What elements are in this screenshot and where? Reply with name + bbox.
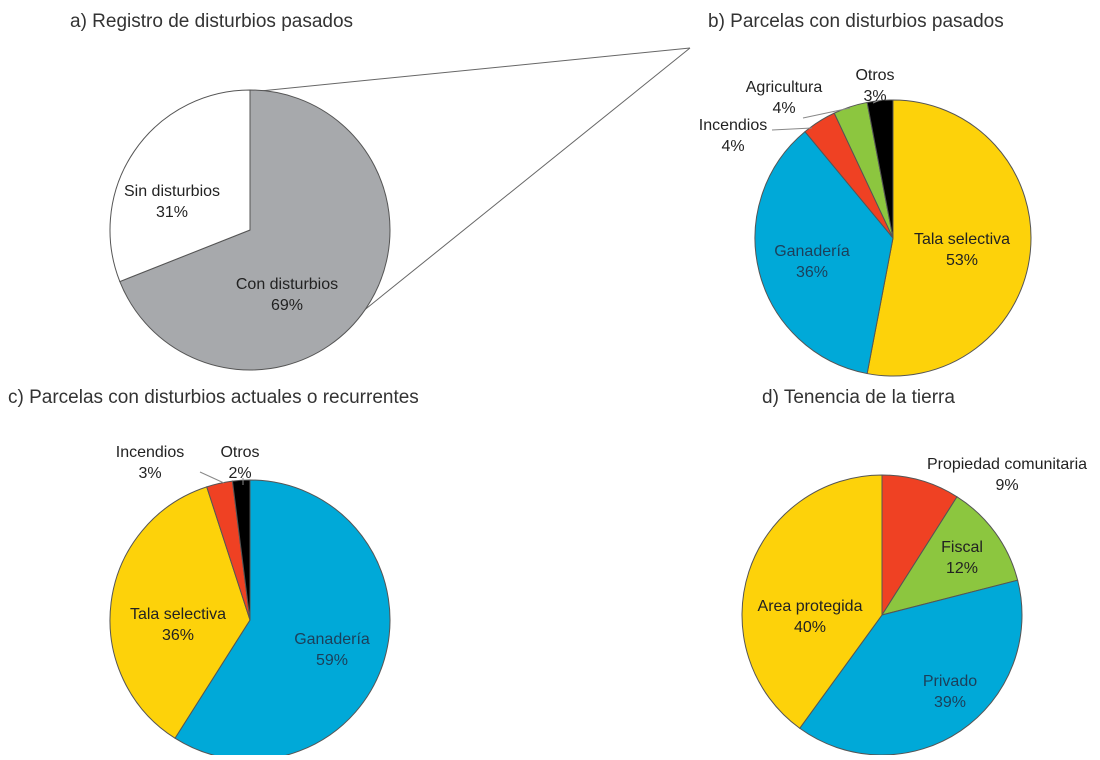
slice-label: Sin disturbios — [124, 183, 220, 200]
slice-value-label: 3% — [863, 88, 886, 105]
slice-value-label: 4% — [721, 138, 744, 155]
slice-value-label: 59% — [316, 652, 348, 669]
slice-value-label: 40% — [794, 619, 826, 636]
chart-title: b) Parcelas con disturbios pasados — [708, 11, 1004, 32]
leader-line — [872, 99, 881, 104]
leader-line — [802, 107, 851, 119]
pie-slice — [741, 474, 883, 729]
pie-slice — [231, 479, 251, 621]
slice-value-label: 2% — [228, 465, 251, 482]
slice-value-label: 31% — [156, 204, 188, 221]
pie-slice — [880, 496, 1019, 616]
slice-label: Ganadería — [774, 243, 850, 260]
slice-label: Con disturbios — [236, 276, 338, 293]
slice-value-label: 53% — [946, 252, 978, 269]
pie-slice — [109, 486, 251, 739]
leader-line — [771, 127, 813, 131]
slice-label: Tala selectiva — [914, 231, 1010, 248]
slice-label: Otros — [220, 444, 259, 461]
slice-value-label: 69% — [271, 297, 303, 314]
slice-value-label: 39% — [934, 694, 966, 711]
slice-value-label: 36% — [796, 264, 828, 281]
slice-value-label: 36% — [162, 627, 194, 644]
leader-line — [199, 471, 225, 484]
chart-title: d) Tenencia de la tierra — [762, 387, 955, 408]
chart-title: a) Registro de disturbios pasados — [70, 11, 353, 32]
slice-label: Propiedad comunitaria — [927, 456, 1087, 473]
pie-slice — [799, 579, 1023, 756]
pie-slice — [866, 99, 894, 239]
chart-title: c) Parcelas con disturbios actuales o re… — [8, 387, 419, 408]
slice-label: Privado — [923, 673, 977, 690]
slice-value-label: 3% — [138, 465, 161, 482]
pie-slice — [881, 474, 958, 617]
pie-slice — [119, 89, 391, 371]
pie-slice — [109, 89, 251, 283]
slice-value-label: 12% — [946, 560, 978, 577]
slice-label: Ganadería — [294, 631, 370, 648]
slice-label: Fiscal — [941, 539, 983, 556]
slice-label: Agricultura — [746, 79, 823, 96]
slice-label: Area protegida — [758, 598, 863, 615]
zoom-connector — [351, 47, 691, 321]
slice-label: Tala selectiva — [130, 606, 226, 623]
pie-slice — [866, 99, 1032, 377]
pie-slice — [754, 130, 894, 375]
slice-value-label: 4% — [772, 100, 795, 117]
slice-label: Incendios — [116, 444, 185, 461]
slice-value-label: 9% — [995, 477, 1018, 494]
slice-label: Incendios — [699, 117, 768, 134]
slice-label: Otros — [855, 67, 894, 84]
zoom-connector — [249, 47, 691, 93]
